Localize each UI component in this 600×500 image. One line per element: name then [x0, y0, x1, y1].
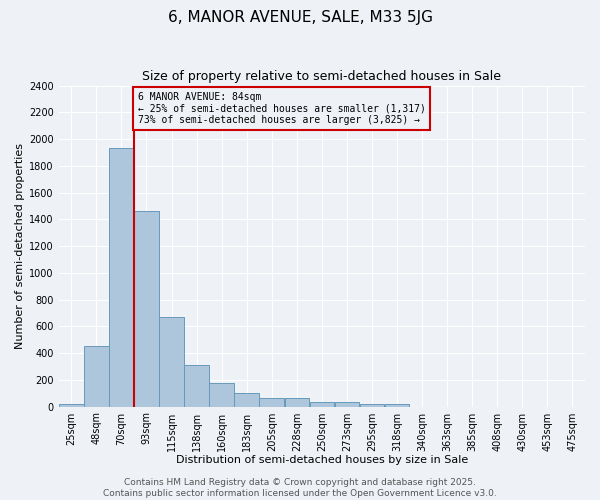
Bar [109, 148, 134, 406]
Y-axis label: Number of semi-detached properties: Number of semi-detached properties [15, 143, 25, 349]
Text: 6 MANOR AVENUE: 84sqm
← 25% of semi-detached houses are smaller (1,317)
73% of s: 6 MANOR AVENUE: 84sqm ← 25% of semi-deta… [138, 92, 425, 126]
Bar [335, 402, 359, 406]
Bar [284, 398, 309, 406]
Bar [184, 365, 209, 406]
Bar [360, 404, 384, 406]
Text: 6, MANOR AVENUE, SALE, M33 5JG: 6, MANOR AVENUE, SALE, M33 5JG [167, 10, 433, 25]
Bar [235, 393, 259, 406]
Bar [259, 398, 284, 406]
Bar [84, 346, 109, 406]
X-axis label: Distribution of semi-detached houses by size in Sale: Distribution of semi-detached houses by … [176, 455, 468, 465]
Bar [310, 402, 334, 406]
Bar [134, 212, 159, 406]
Bar [159, 317, 184, 406]
Text: Contains HM Land Registry data © Crown copyright and database right 2025.
Contai: Contains HM Land Registry data © Crown c… [103, 478, 497, 498]
Bar [385, 404, 409, 406]
Bar [209, 382, 234, 406]
Bar [59, 404, 83, 406]
Title: Size of property relative to semi-detached houses in Sale: Size of property relative to semi-detach… [142, 70, 502, 83]
